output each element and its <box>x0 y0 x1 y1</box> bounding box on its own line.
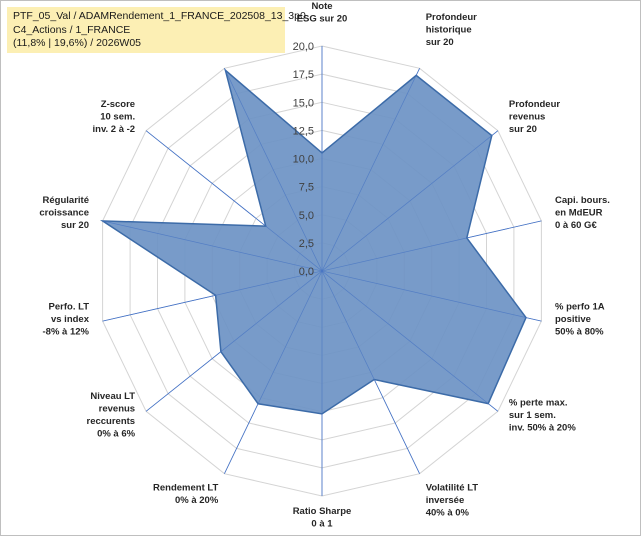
axis-label-line: Niveau LT <box>90 391 135 402</box>
axis-label-line: sur 20 <box>61 220 89 231</box>
axis-label-line: reccurents <box>87 416 136 427</box>
axis-label-line: 0% à 6% <box>97 429 136 440</box>
axis-spoke-overlay <box>145 270 323 412</box>
info-line-portfolio: PTF_05_Val / ADAMRendement_1_FRANCE_2025… <box>13 10 306 22</box>
axis-spoke-overlay <box>321 130 499 272</box>
axis-spoke-overlay <box>102 270 323 322</box>
axis-spoke-overlay <box>145 130 323 272</box>
axis-label-line: positive <box>555 314 591 325</box>
axis-label-line: sur 20 <box>509 124 537 135</box>
axis-label-line: -8% à 12% <box>43 326 90 337</box>
axis-label-line: revenus <box>509 112 545 123</box>
tick-label: 17,5 <box>293 69 314 81</box>
axis-label-line: croissance <box>39 208 89 219</box>
axis-label-line: 40% à 0% <box>426 507 470 518</box>
axis-label-11: Perfo. LT vs index -8% à 12% <box>43 301 90 337</box>
axis-spoke-overlay <box>102 220 323 272</box>
axis-label-line: ESG sur 20 <box>297 14 348 25</box>
axis-spoke-overlay <box>321 220 542 272</box>
tick-label: 5,0 <box>299 210 314 222</box>
info-line-asset-class: C4_Actions / 1_FRANCE <box>13 23 131 36</box>
axis-label-1: Note ESG sur 20 <box>297 1 348 25</box>
axis-label-7: Volatilité LT inversée 40% à 0% <box>426 482 479 518</box>
axis-label-3: Profondeur revenus sur 20 <box>509 99 560 135</box>
radial-tick-labels: 0,0 2,5 5,0 7,5 10,0 12,5 15,0 17,5 20,0 <box>293 41 314 278</box>
axis-label-line: Régularité <box>43 195 89 206</box>
axis-label-2: Profondeur historique sur 20 <box>426 12 477 48</box>
axis-label-line: % perfo 1A <box>555 301 605 312</box>
axis-label-line: Ratio Sharpe <box>293 506 352 517</box>
axis-label-line: historique <box>426 25 472 36</box>
axis-label-12: Régularité croissance sur 20 <box>39 195 89 231</box>
axis-label-line: 0 à 1 <box>311 519 333 530</box>
axis-label-line: inv. 50% à 20% <box>509 422 576 433</box>
axis-label-line: revenus <box>99 404 135 415</box>
tick-label: 20,0 <box>293 41 314 53</box>
axis-labels: Note ESG sur 20 Profondeur historique sur 20… <box>39 1 610 530</box>
axis-label-line: vs index <box>51 314 90 325</box>
tick-label: 2,5 <box>299 238 314 250</box>
radar-series <box>99 46 542 496</box>
axis-label-10: Niveau LT revenus reccurents 0% à 6% <box>87 391 136 440</box>
axis-label-line: Capi. bours. <box>555 195 610 206</box>
series-area <box>99 68 527 415</box>
axis-label-line: Profondeur <box>509 99 560 110</box>
axis-label-line: en MdEUR <box>555 208 603 219</box>
axis-label-4: Capi. bours. en MdEUR 0 à 60 G€ <box>555 195 610 231</box>
axis-label-line: Volatilité LT <box>426 482 479 493</box>
axis-label-line: Z-score <box>101 99 135 110</box>
axis-label-line: Note <box>311 1 332 12</box>
axis-label-5: % perfo 1A positive 50% à 80% <box>555 301 605 337</box>
axis-label-line: inversée <box>426 495 465 506</box>
tick-label: 7,5 <box>299 182 314 194</box>
axis-spoke-overlay <box>321 68 420 272</box>
tick-label: 10,0 <box>293 154 314 166</box>
axis-label-line: % perte max. <box>509 397 568 408</box>
axis-label-line: Profondeur <box>426 12 477 23</box>
axis-label-line: 0% à 20% <box>175 495 219 506</box>
axis-spoke-overlay <box>224 68 323 272</box>
axis-spoke-overlay <box>321 270 499 412</box>
axis-label-9: Rendement LT 0% à 20% <box>153 482 219 506</box>
axis-spoke-overlay <box>321 270 542 322</box>
axis-label-line: inv. 2 à -2 <box>93 124 136 135</box>
tick-label: 15,0 <box>293 97 314 109</box>
axis-label-line: 10 sem. <box>100 112 135 123</box>
axis-label-8: Ratio Sharpe 0 à 1 <box>293 506 352 530</box>
axis-spoke-overlay <box>224 270 323 474</box>
axis-label-line: sur 1 sem. <box>509 410 556 421</box>
axis-label-line: 0 à 60 G€ <box>555 220 597 231</box>
tick-label: 0,0 <box>299 266 314 278</box>
axis-spoke-overlay <box>321 270 420 474</box>
info-line-performance: (11,8% | 19,6%) / 2026W05 <box>13 37 142 49</box>
axis-label-6: % perte max. sur 1 sem. inv. 50% à 20% <box>509 397 576 433</box>
axis-label-line: Perfo. LT <box>49 301 90 312</box>
axis-label-line: 50% à 80% <box>555 326 604 337</box>
axis-label-line: Rendement LT <box>153 482 218 493</box>
portfolio-info-box: PTF_05_Val / ADAMRendement_1_FRANCE_2025… <box>7 7 306 53</box>
tick-label: 12,5 <box>293 125 314 137</box>
axis-label-line: sur 20 <box>426 37 454 48</box>
axis-label-13: Z-score 10 sem. inv. 2 à -2 <box>93 99 136 135</box>
